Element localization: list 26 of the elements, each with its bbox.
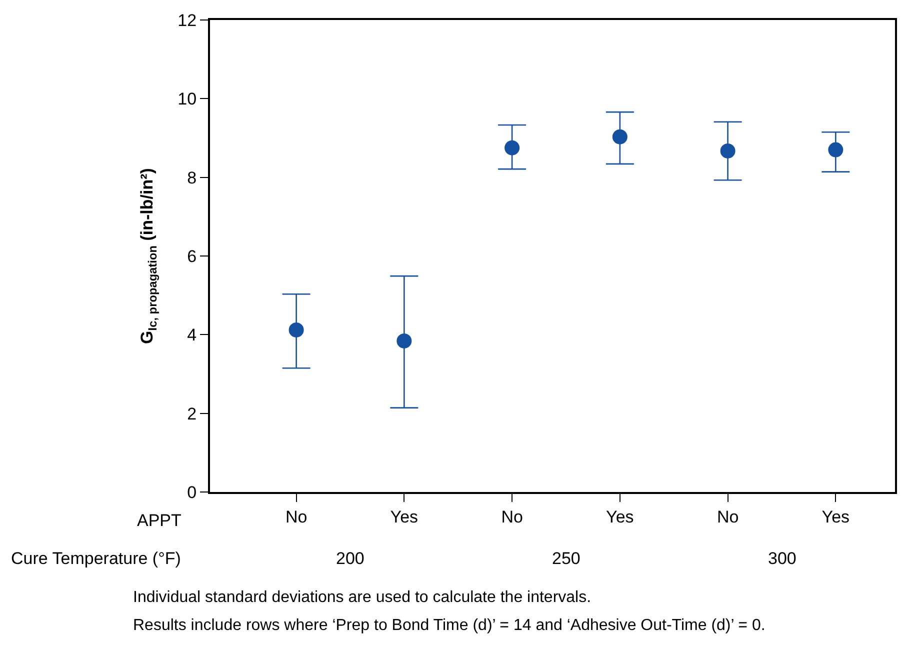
point [288,322,304,338]
y-tick-label: 12 [178,10,197,30]
y-tick-label: 8 [187,168,197,188]
point [504,140,520,156]
x-axis-title: APPT [137,511,182,530]
text: Results include rows where ‘Prep to Bond Time (d)’ = 14 and ‘Adhesive Out-Time (d)’ = 0. [133,617,766,634]
y-tick-label: 6 [187,246,197,266]
point [612,129,628,144]
x-tick-label: Yes [822,507,850,526]
y-tick-label: 2 [187,404,197,424]
x-tick-label: No [501,507,523,526]
y-tick-label: 10 [178,90,197,109]
x-tick-label: No [716,507,739,526]
y-tick-label: 0 [187,482,197,502]
text: 200 [336,549,364,568]
point [720,143,736,158]
x-tick-label: Yes [390,507,418,526]
text: Cure Temperature (°F) [11,549,181,568]
text: Individual standard deviations are used to calculate the intervals. [133,589,592,606]
point [396,333,412,348]
point [828,142,844,158]
text: 300 [768,549,796,568]
y-tick-label: 4 [187,326,197,345]
x-tick-label: Yes [606,507,634,526]
x-tick-label: No [285,507,308,526]
text: 250 [552,549,580,568]
